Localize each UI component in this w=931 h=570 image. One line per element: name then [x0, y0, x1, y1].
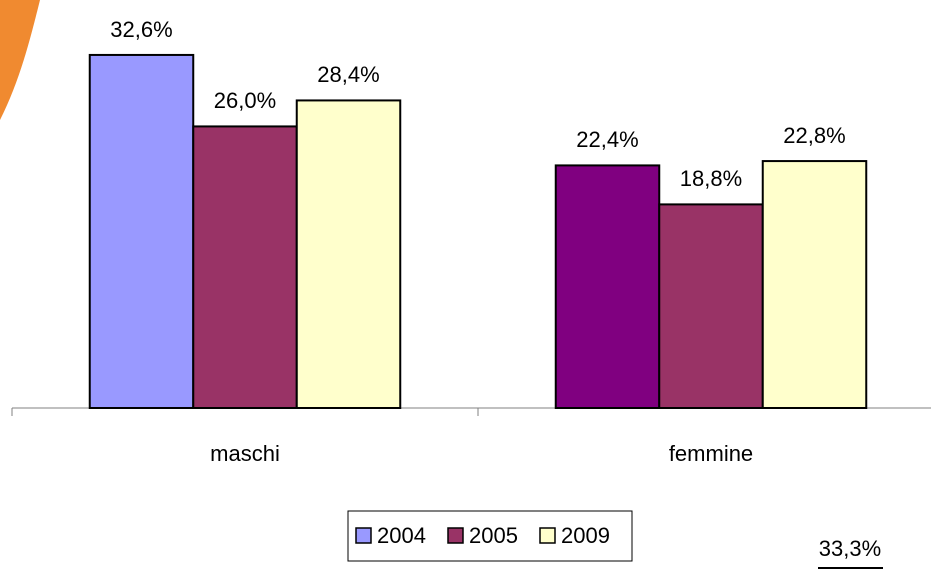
legend-label: 2009 [561, 523, 610, 548]
annotation: 33,3% [819, 536, 881, 561]
legend-label: 2005 [469, 523, 518, 548]
legend-swatch [448, 528, 463, 543]
value-label: 28,4% [317, 62, 379, 87]
x-tick-label: maschi [210, 441, 280, 466]
value-label: 22,8% [783, 123, 845, 148]
chart: 33,3% maschi 32,6% 26,0% 28,4% femmine 22,4% 1… [0, 0, 931, 570]
legend-swatch [356, 528, 371, 543]
bar [659, 204, 763, 408]
bar [556, 165, 660, 408]
value-label: 22,4% [576, 127, 638, 152]
legend-swatch [540, 528, 555, 543]
value-label: 32,6% [110, 17, 172, 42]
x-tick-label: femmine [669, 441, 753, 466]
page: {"chart_data": {"type": "bar", "categori… [0, 0, 931, 570]
bar [193, 126, 297, 408]
legend-label: 2004 [377, 523, 426, 548]
value-label: 18,8% [680, 166, 742, 191]
value-label: 26,0% [214, 88, 276, 113]
bar [90, 55, 194, 408]
decoration [0, 0, 40, 120]
bar [763, 161, 867, 408]
bar [297, 100, 401, 408]
